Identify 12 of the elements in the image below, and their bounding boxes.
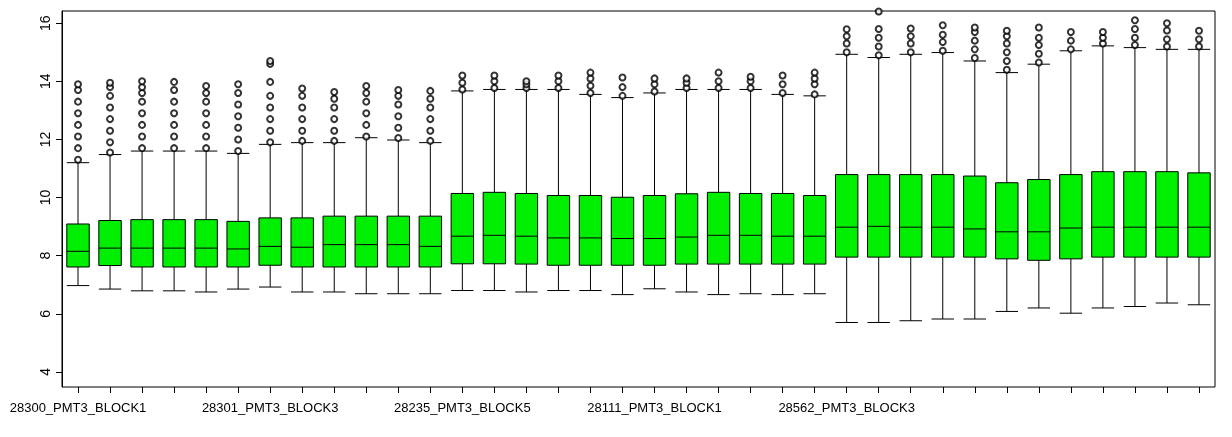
y-tick-label: 14 xyxy=(37,73,53,90)
x-tick-label: 28111_PMT3_BLOCK1 xyxy=(587,400,722,415)
x-tick-label: 28235_PMT3_BLOCK5 xyxy=(394,400,531,415)
x-tick-label: 28301_PMT3_BLOCK3 xyxy=(201,400,339,415)
y-tick-label: 16 xyxy=(37,15,53,31)
y-tick-label: 6 xyxy=(37,309,53,318)
x-tick-label: 28562_PMT3_BLOCK3 xyxy=(778,400,915,415)
y-tick-label: 12 xyxy=(37,131,53,148)
y-tick-label: 4 xyxy=(37,367,53,376)
x-tick-label: 28300_PMT3_BLOCK1 xyxy=(9,400,147,415)
y-tick-label: 8 xyxy=(37,251,53,260)
y-tick-label: 10 xyxy=(37,189,53,206)
